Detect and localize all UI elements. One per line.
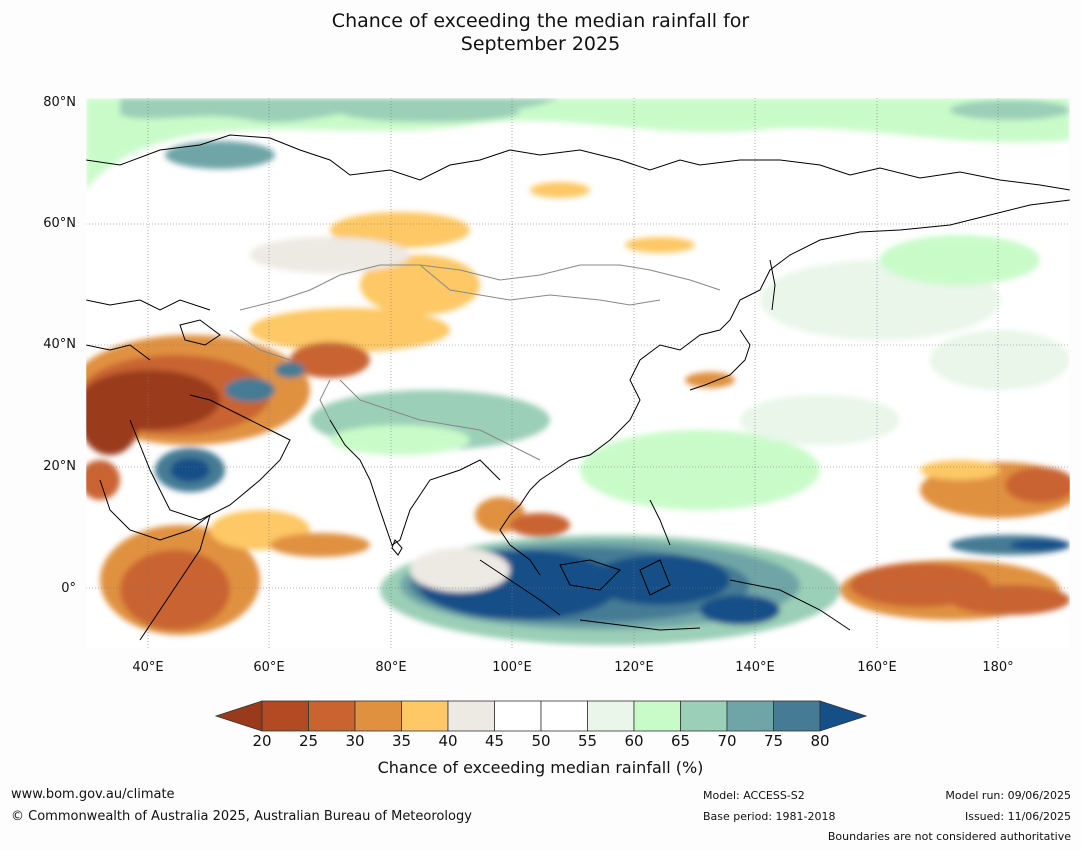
- title-line-1: Chance of exceeding the median rainfall …: [331, 10, 750, 32]
- lon-label-140e: 140°E: [735, 660, 775, 675]
- coastlines: [86, 134, 1070, 641]
- colorbar-bin-50-55: [540, 700, 588, 732]
- footer-base-period: Base period: 1981-2018: [703, 810, 836, 823]
- footer-issued: Issued: 11/06/2025: [964, 810, 1071, 823]
- title-line-2: September 2025: [460, 33, 621, 55]
- map-title: Chance of exceeding the median rainfall …: [0, 10, 1081, 56]
- lat-label-0: 0°: [61, 581, 76, 596]
- lat-label-80n: 80°N: [43, 95, 76, 110]
- colorbar-bin-70-75: [726, 700, 774, 732]
- lon-label-160e: 160°E: [857, 660, 897, 675]
- colorbar-bin-25-30: [308, 700, 356, 732]
- lon-label-100e: 100°E: [492, 660, 532, 675]
- colorbar-bin-60-65: [633, 700, 681, 732]
- colorbar-bin-45-50: [494, 700, 542, 732]
- footer-copyright: © Commonwealth of Australia 2025, Austra…: [11, 809, 472, 824]
- colorbar-bin-30-35: [354, 700, 402, 732]
- colorbar-tick-50: 50: [531, 732, 551, 750]
- footer-model: Model: ACCESS-S2: [703, 789, 805, 802]
- colorbar-tick-60: 60: [624, 732, 644, 750]
- colorbar-bin-40-45: [447, 700, 495, 732]
- lat-label-20n: 20°N: [43, 459, 76, 474]
- footer-website[interactable]: www.bom.gov.au/climate: [11, 787, 175, 802]
- colorbar-tick-75: 75: [763, 732, 784, 750]
- lon-label-80e: 80°E: [375, 660, 407, 675]
- lat-label-60n: 60°N: [43, 216, 76, 231]
- colorbar-high-extension: [819, 700, 868, 732]
- colorbar-bin-65-70: [680, 700, 728, 732]
- colorbar-bin-75-80: [773, 700, 821, 732]
- colorbar: [214, 700, 868, 732]
- colorbar-bin-35-40: [401, 700, 449, 732]
- gridlines: [86, 98, 1070, 649]
- lon-label-180: 180°: [982, 660, 1014, 675]
- colorbar-tick-70: 70: [717, 732, 737, 750]
- country-borders: [229, 264, 721, 461]
- forecast-field: [86, 98, 1070, 649]
- colorbar-tick-65: 65: [670, 732, 691, 750]
- lat-label-40n: 40°N: [43, 337, 76, 352]
- colorbar-label: Chance of exceeding median rainfall (%): [377, 758, 704, 777]
- lon-label-40e: 40°E: [132, 660, 164, 675]
- colorbar-tick-20: 20: [252, 732, 272, 750]
- colorbar-tick-45: 45: [484, 732, 505, 750]
- colorbar-low-extension: [214, 700, 263, 732]
- colorbar-tick-40: 40: [438, 732, 458, 750]
- footer-disclaimer: Boundaries are not considered authoritat…: [827, 830, 1071, 843]
- colorbar-tick-30: 30: [345, 732, 365, 750]
- lon-label-60e: 60°E: [253, 660, 285, 675]
- colorbar-bin-55-60: [587, 700, 635, 732]
- colorbar-tick-55: 55: [577, 732, 598, 750]
- lon-label-120e: 120°E: [614, 660, 654, 675]
- colorbar-tick-80: 80: [810, 732, 830, 750]
- colorbar-bin-20-25: [261, 700, 309, 732]
- colorbar-tick-25: 25: [298, 732, 319, 750]
- colorbar-tick-35: 35: [391, 732, 412, 750]
- footer-model-run: Model run: 09/06/2025: [945, 789, 1071, 802]
